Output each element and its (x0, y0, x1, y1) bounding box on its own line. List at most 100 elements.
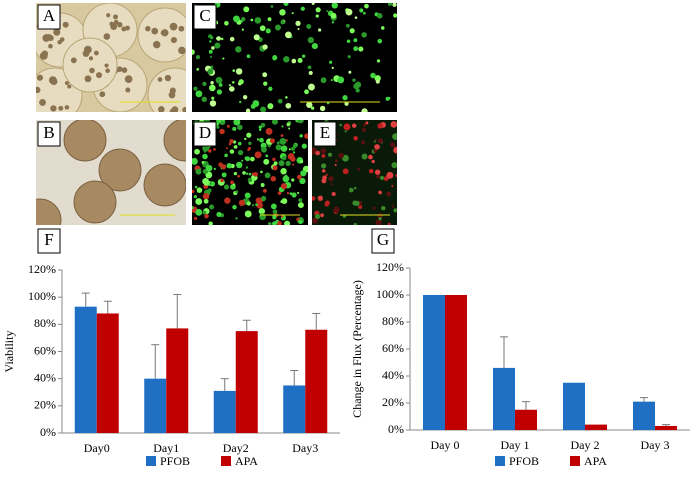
cell (218, 162, 223, 167)
cell (67, 84, 72, 89)
cell (193, 86, 198, 91)
cell (45, 33, 52, 41)
cell (374, 144, 380, 150)
cell (331, 3, 338, 9)
cell (36, 74, 44, 81)
cell (280, 20, 285, 25)
cell (224, 153, 228, 158)
cell (237, 174, 240, 178)
cell (368, 154, 373, 160)
cell (319, 105, 326, 112)
cell (373, 149, 378, 153)
cell (242, 171, 246, 175)
cell (280, 215, 284, 218)
cell (377, 38, 383, 44)
cell (297, 28, 300, 31)
cell (242, 94, 248, 100)
bar (515, 409, 537, 430)
cell (351, 123, 357, 128)
cell (277, 221, 282, 225)
cell (245, 108, 251, 112)
cell (288, 127, 291, 130)
bar (633, 401, 655, 430)
cell (223, 184, 229, 190)
error-bar (290, 370, 299, 386)
cell (195, 168, 202, 175)
cell (282, 175, 290, 183)
cell (224, 21, 229, 26)
cell (151, 27, 159, 35)
cell (262, 72, 268, 78)
cell (209, 84, 216, 92)
cell (241, 159, 244, 162)
x-tick-label: Day0 (84, 441, 110, 455)
cell (36, 86, 41, 94)
cell (246, 132, 252, 138)
cell (256, 138, 260, 141)
cell (326, 10, 329, 13)
cell (241, 28, 244, 31)
cell (187, 93, 193, 99)
x-tick-label: Day 2 (571, 438, 600, 452)
cell (193, 216, 198, 220)
cell (246, 201, 251, 206)
cell (339, 123, 343, 127)
cell (308, 70, 313, 76)
cell (353, 186, 357, 190)
cell (272, 209, 278, 215)
cell (361, 140, 366, 145)
error-bar (173, 293, 182, 329)
cell (39, 51, 48, 60)
cell (330, 12, 337, 19)
cell (264, 172, 271, 179)
legend-label: APA (235, 454, 258, 468)
cell (245, 166, 248, 169)
cell (208, 149, 212, 153)
y-axis-label: Viability (2, 331, 16, 373)
cell (59, 37, 65, 42)
cell (110, 22, 118, 30)
cell (297, 202, 304, 209)
cell (232, 183, 236, 186)
cell (283, 3, 289, 6)
cell (241, 17, 246, 22)
x-tick-label: Day3 (292, 441, 318, 455)
cell (300, 170, 307, 177)
cell (361, 127, 367, 132)
cell (291, 12, 294, 15)
cell (315, 14, 319, 18)
cell (238, 79, 244, 85)
cell (164, 74, 172, 82)
cell (381, 205, 386, 211)
cell (292, 163, 295, 166)
cell (192, 157, 198, 165)
cell (243, 6, 250, 13)
cell (297, 191, 300, 195)
cell (308, 83, 315, 91)
cell (125, 87, 131, 93)
cell (265, 28, 271, 34)
cell (233, 120, 241, 126)
cell (284, 220, 291, 225)
cell (393, 208, 397, 213)
y-tick-label: 80% (34, 316, 56, 330)
cell (283, 56, 290, 63)
capsule (143, 163, 186, 207)
image-b-texture (36, 120, 186, 225)
cell (255, 203, 258, 207)
cell (268, 221, 272, 225)
panel-labels: A B C D E F G (37, 4, 395, 254)
cell (270, 203, 277, 210)
cell (393, 13, 397, 18)
cell (203, 150, 207, 153)
cell (301, 54, 306, 58)
cell (270, 5, 274, 8)
capsule (163, 120, 186, 162)
cell (284, 174, 288, 178)
cell (203, 179, 210, 186)
panel-label: F (44, 230, 53, 249)
cell (342, 95, 348, 101)
cell (216, 125, 220, 129)
cell (344, 130, 347, 133)
cell (374, 138, 377, 141)
